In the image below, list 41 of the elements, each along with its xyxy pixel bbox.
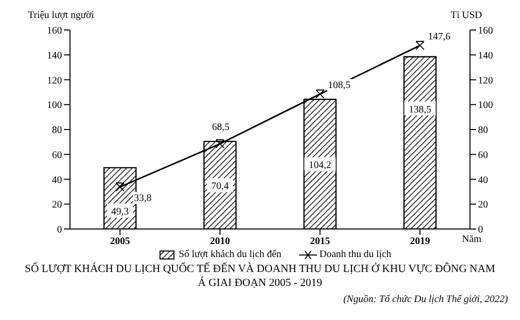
x-tick-label: 2010 (210, 236, 230, 248)
x-tick-label: 2005 (110, 236, 130, 248)
data-label: 68,5 (212, 122, 230, 133)
y2-tick-label: 120 (478, 75, 493, 86)
y-tick-label: 120 (47, 75, 62, 86)
y2-tick-label: 80 (478, 125, 488, 136)
y-tick-label: 20 (52, 200, 62, 211)
y-tick-label: 60 (52, 150, 62, 161)
data-label: 108,5 (328, 80, 350, 92)
legend-label: Số lượt khách du lịch đến (178, 249, 282, 260)
y2-tick-label: 100 (478, 100, 493, 112)
y-tick-label: 40 (52, 174, 62, 186)
text: SỐ LƯỢT KHÁCH DU LỊCH QUỐC TẾ ĐẾN VÀ DOANH THU DU LỊCH Ở KHU VỰC ĐÔNG NAM Á GIAI ĐOẠN 2005 - 2019 (24, 262, 496, 290)
y2-tick-label: 20 (478, 200, 488, 211)
point (216, 139, 224, 148)
y-tick-label: 100 (47, 100, 62, 112)
data-label: 33,8 (134, 192, 152, 204)
x-tick-label: 2015 (310, 236, 330, 248)
point (316, 90, 324, 99)
data-label: 147,6 (428, 31, 450, 42)
y2-tick-label: 60 (478, 150, 488, 161)
y2-tick-label: 160 (478, 26, 493, 37)
y2-tick-label: 140 (478, 50, 493, 62)
y-tick-label: 160 (47, 26, 62, 37)
data-label: 138,5 (408, 104, 432, 116)
data-label: 49,3 (111, 206, 129, 218)
data-label: 70,4 (211, 181, 229, 192)
y-axis-title: Triệu lượt người (28, 10, 94, 21)
point (416, 40, 424, 50)
y2-tick-label: 40 (478, 174, 488, 186)
x-axis-title: Năm (462, 234, 482, 245)
point (116, 182, 124, 192)
y2-tick-label: 0 (478, 224, 483, 236)
y-tick-label: 80 (52, 125, 62, 136)
y2-axis-title: Tỉ USD (450, 10, 482, 21)
legend-label: Doanh thu du lịch (319, 249, 392, 260)
text: (Nguồn: Tổ chức Du lịch Thế giới, 2022) (343, 294, 508, 305)
x-tick-label: 2019 (410, 236, 430, 248)
y-tick-label: 0 (57, 224, 62, 236)
data-label: 104,2 (308, 160, 332, 172)
y-tick-label: 140 (47, 50, 62, 62)
